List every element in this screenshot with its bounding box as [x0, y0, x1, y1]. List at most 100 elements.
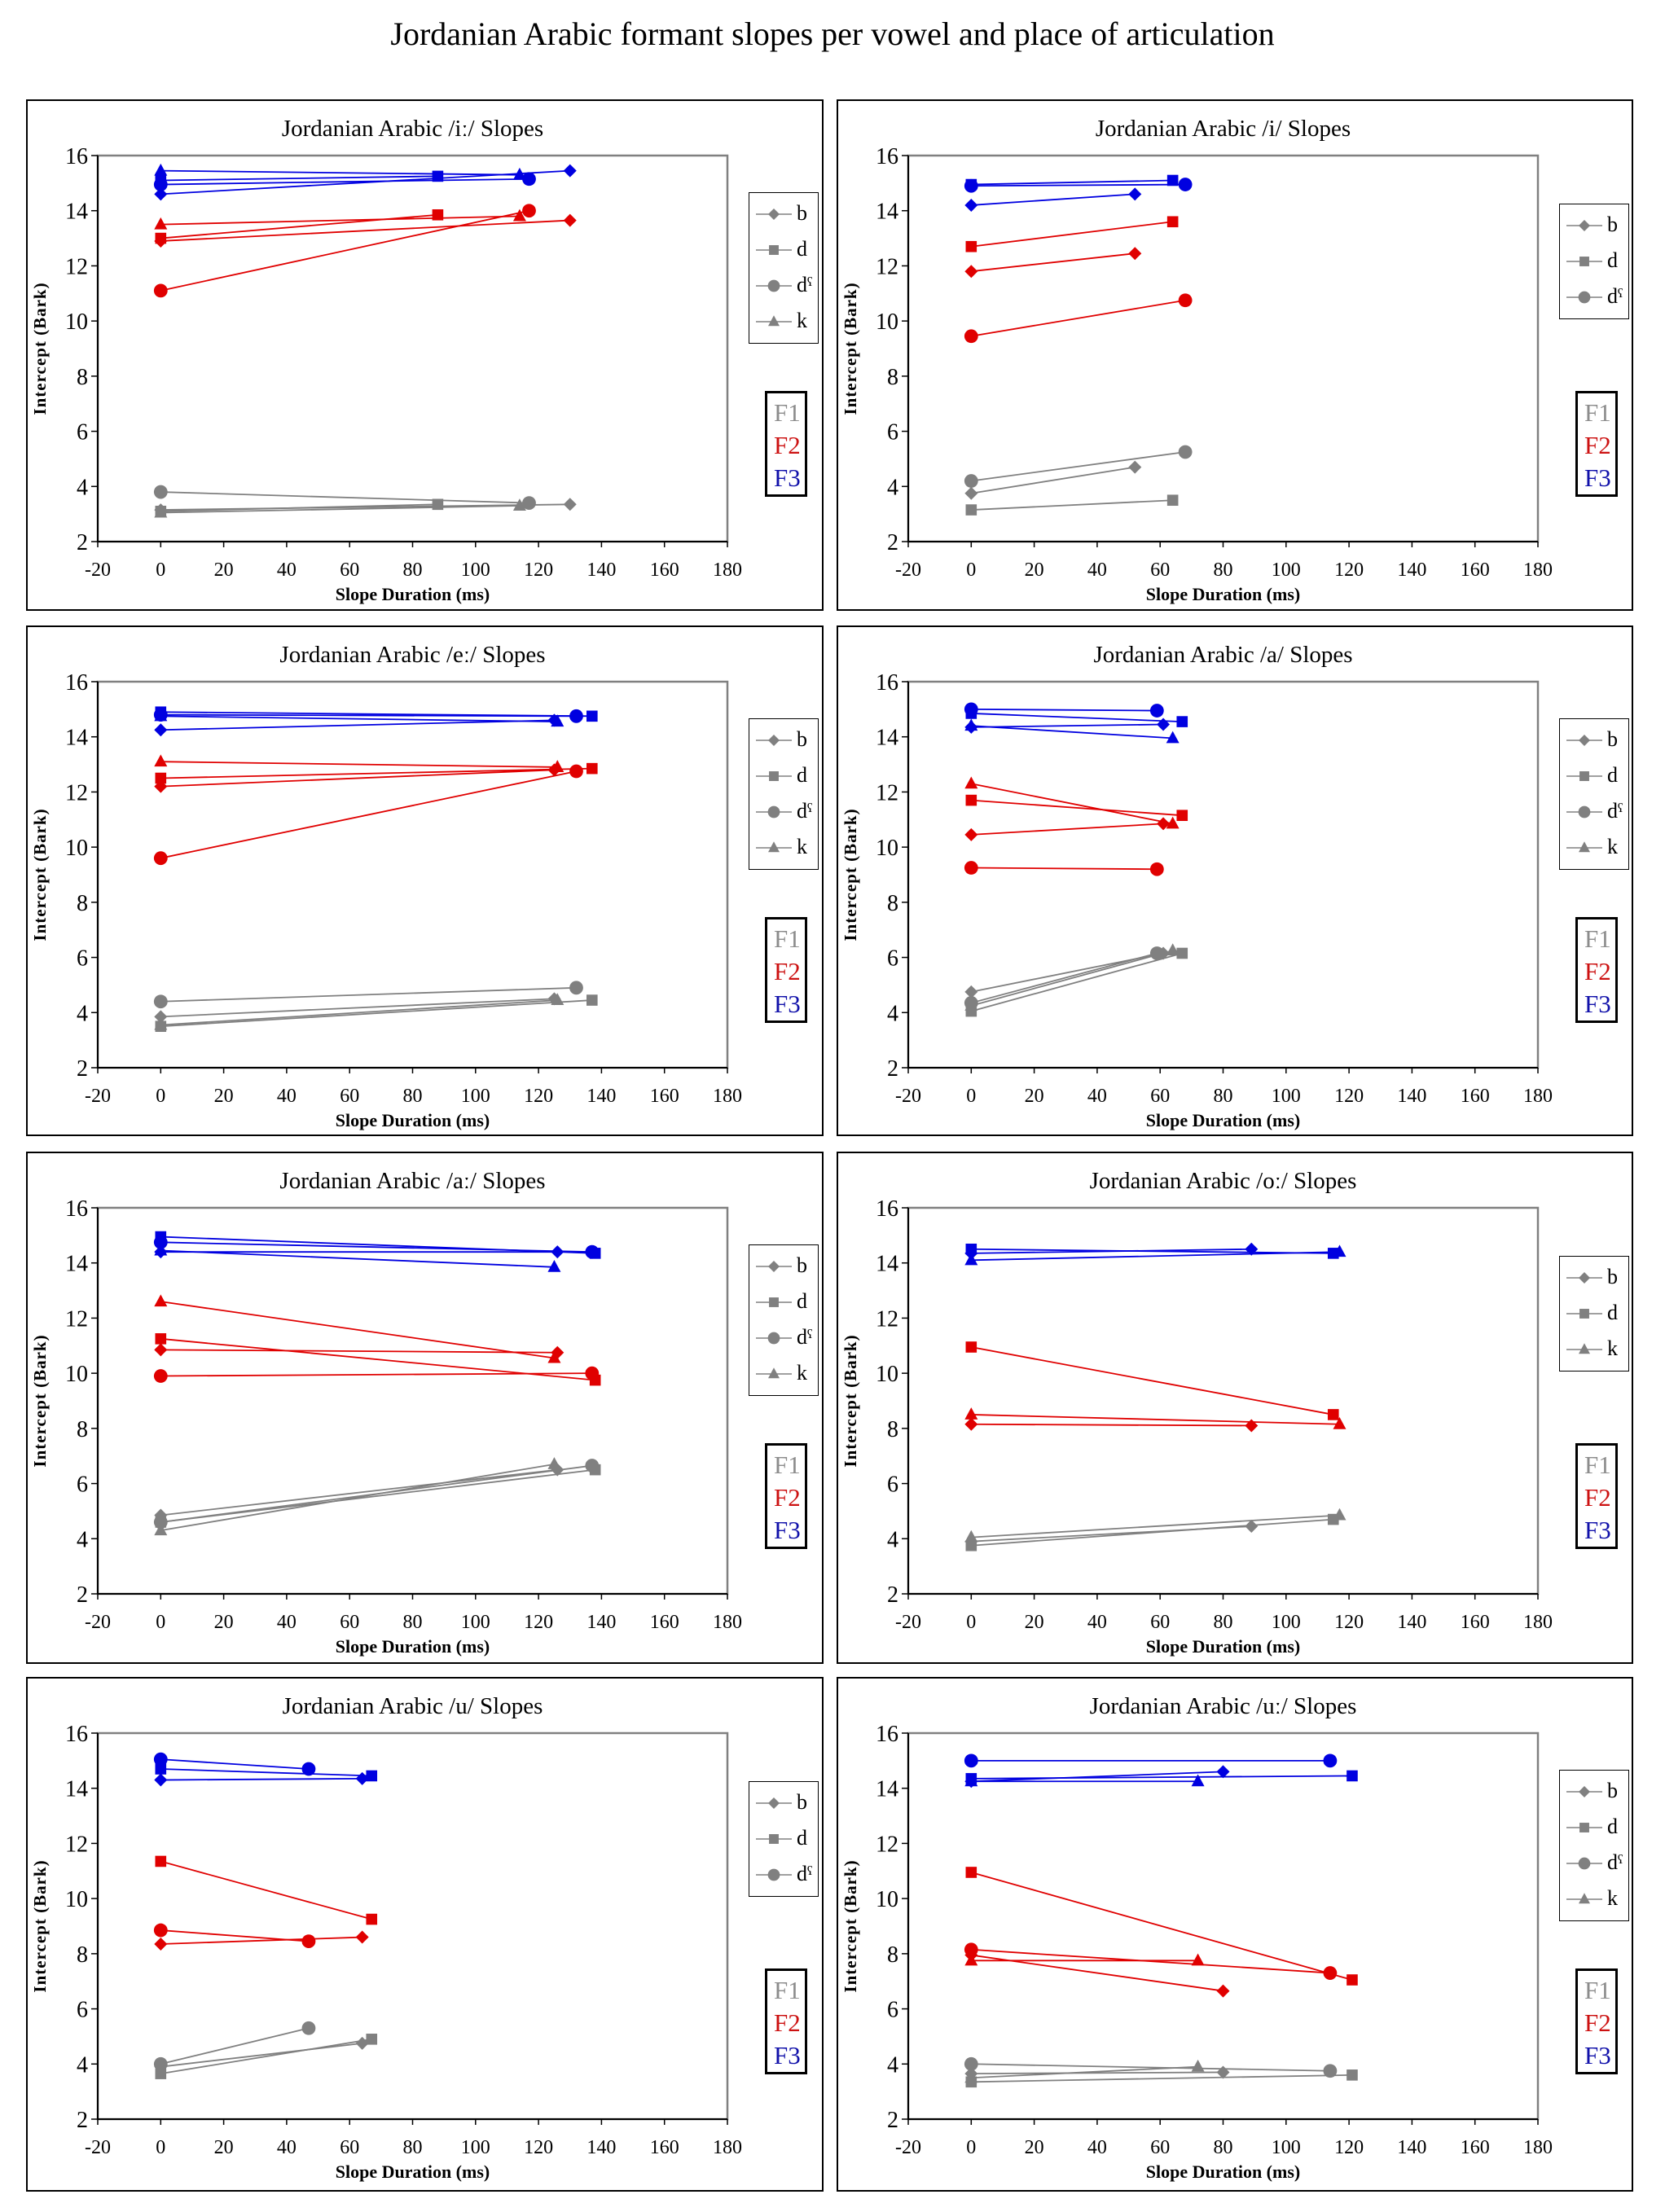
- x-tick-label: 140: [586, 1086, 616, 1107]
- place-legend: b d dˤ k: [749, 192, 819, 344]
- formant-legend-F1: F1: [1584, 1451, 1611, 1479]
- formant-legend: F1 F2 F3: [765, 1968, 807, 2074]
- x-tick-label: -20: [85, 1086, 111, 1107]
- x-tick-label: 40: [277, 560, 297, 581]
- circle-marker-icon: [756, 1868, 792, 1881]
- y-tick-label: 6: [887, 946, 898, 972]
- legend-label: b: [1607, 727, 1618, 751]
- series-line: [971, 799, 1183, 817]
- series-line: [160, 503, 438, 512]
- data-point: [154, 1938, 168, 1951]
- legend-label: k: [797, 835, 807, 858]
- y-tick-label: 4: [887, 475, 898, 500]
- formant-legend-F3: F3: [774, 463, 801, 492]
- x-tick-label: 80: [403, 1612, 423, 1633]
- series-line: [971, 950, 1173, 1007]
- data-point: [1149, 946, 1164, 960]
- data-point: [1166, 494, 1179, 507]
- data-point: [965, 708, 977, 719]
- x-tick-label: 0: [156, 1086, 165, 1107]
- data-point: [563, 498, 577, 511]
- data-point: [1128, 247, 1142, 261]
- x-tick-label: 0: [966, 560, 976, 581]
- x-tick-label: 80: [403, 1086, 423, 1107]
- formant-legend: F1 F2 F3: [765, 1443, 807, 1549]
- data-point: [547, 763, 561, 777]
- x-tick-label: 120: [524, 2137, 553, 2158]
- x-tick-label: 0: [966, 2137, 976, 2158]
- chart-svg: 2 4 6 8 10 12 14 16 -20 0 20 40 60 80 100 120 140 160 180 S…: [30, 670, 742, 1130]
- data-point: [153, 485, 168, 499]
- place-legend: b d dˤ: [749, 1781, 819, 1897]
- series-line: [160, 1777, 362, 1781]
- square-marker-icon: [756, 1834, 792, 1844]
- data-point: [1176, 716, 1188, 727]
- x-tick-label: 160: [650, 2137, 679, 2158]
- data-point: [153, 994, 168, 1009]
- series-line: [160, 1468, 595, 1523]
- series-F2-d: [155, 1855, 378, 1925]
- series-line: [160, 175, 438, 182]
- x-tick-label: 20: [1025, 1612, 1044, 1633]
- data-point: [153, 1235, 168, 1249]
- chart-panel-ii: Jordanian Arabic /iː/ Slopes 2 4 6 8 10 12 14 16…: [26, 99, 824, 611]
- y-tick-label: 8: [77, 891, 88, 916]
- square-marker-icon: [1566, 257, 1602, 266]
- data-point: [964, 2056, 978, 2071]
- series-F3-b: [154, 1245, 565, 1259]
- data-point: [964, 329, 978, 344]
- legend-label: k: [1607, 1336, 1618, 1360]
- x-tick-label: 80: [403, 560, 423, 581]
- legend-item-k: k: [749, 304, 818, 340]
- legend-label: b: [797, 1790, 807, 1814]
- data-point: [563, 164, 577, 178]
- data-point: [154, 1343, 168, 1357]
- legend-label: b: [797, 727, 807, 751]
- legend-marker: [1579, 771, 1589, 781]
- data-point: [522, 172, 536, 187]
- legend-marker: [1578, 1857, 1591, 1870]
- data-point: [366, 2034, 378, 2045]
- series-F1-d: [155, 994, 598, 1033]
- data-point: [1157, 718, 1171, 731]
- series-line: [971, 1414, 1340, 1425]
- chart-title: Jordanian Arabic /aː/ Slopes: [279, 1168, 546, 1194]
- x-tick-label: 40: [277, 2137, 297, 2158]
- y-tick-label: 8: [77, 365, 88, 390]
- formant-legend-F2: F2: [1584, 431, 1611, 459]
- circle-marker-icon: [756, 279, 792, 292]
- series-line: [160, 1468, 558, 1516]
- series-F2-k: [154, 208, 526, 230]
- series-F3-b: [154, 1771, 369, 1787]
- series-F2-b: [964, 1417, 1259, 1433]
- data-point: [965, 1539, 977, 1551]
- data-point: [1166, 816, 1180, 829]
- series-F1-d: [965, 494, 1179, 516]
- series-line: [160, 2038, 372, 2075]
- legend-item-b: b: [1560, 1260, 1628, 1296]
- data-point: [964, 985, 978, 998]
- series-line: [160, 767, 592, 779]
- legend-item-d: d: [749, 758, 818, 794]
- x-tick-label: 180: [1523, 2137, 1553, 2158]
- x-tick-label: -20: [895, 1612, 921, 1633]
- legend-marker: [1579, 1343, 1590, 1354]
- data-point: [154, 779, 168, 793]
- series-F2-dq: [153, 1366, 600, 1383]
- series-F2-dq: [964, 861, 1164, 876]
- legend-label: b: [797, 1253, 807, 1277]
- y-tick-label: 2: [887, 530, 898, 555]
- formant-legend: F1 F2 F3: [765, 917, 807, 1023]
- chart-svg: 2 4 6 8 10 12 14 16 -20 0 20 40 60 80 100 120 140 160 180 S…: [30, 1722, 742, 2182]
- y-tick-label: 14: [65, 1777, 88, 1802]
- x-tick-label: 80: [1214, 560, 1233, 581]
- data-point: [1128, 187, 1142, 201]
- y-tick-label: 8: [887, 365, 898, 390]
- series-line: [160, 1860, 372, 1920]
- formant-legend-F2: F2: [1584, 957, 1611, 985]
- x-axis-label: Slope Duration (ms): [336, 2162, 490, 2182]
- series-line: [971, 708, 1158, 712]
- data-point: [153, 851, 168, 866]
- x-axis-label: Slope Duration (ms): [1146, 2162, 1300, 2182]
